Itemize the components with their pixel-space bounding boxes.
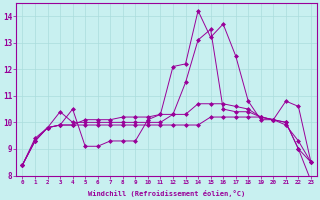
X-axis label: Windchill (Refroidissement éolien,°C): Windchill (Refroidissement éolien,°C): [88, 190, 245, 197]
